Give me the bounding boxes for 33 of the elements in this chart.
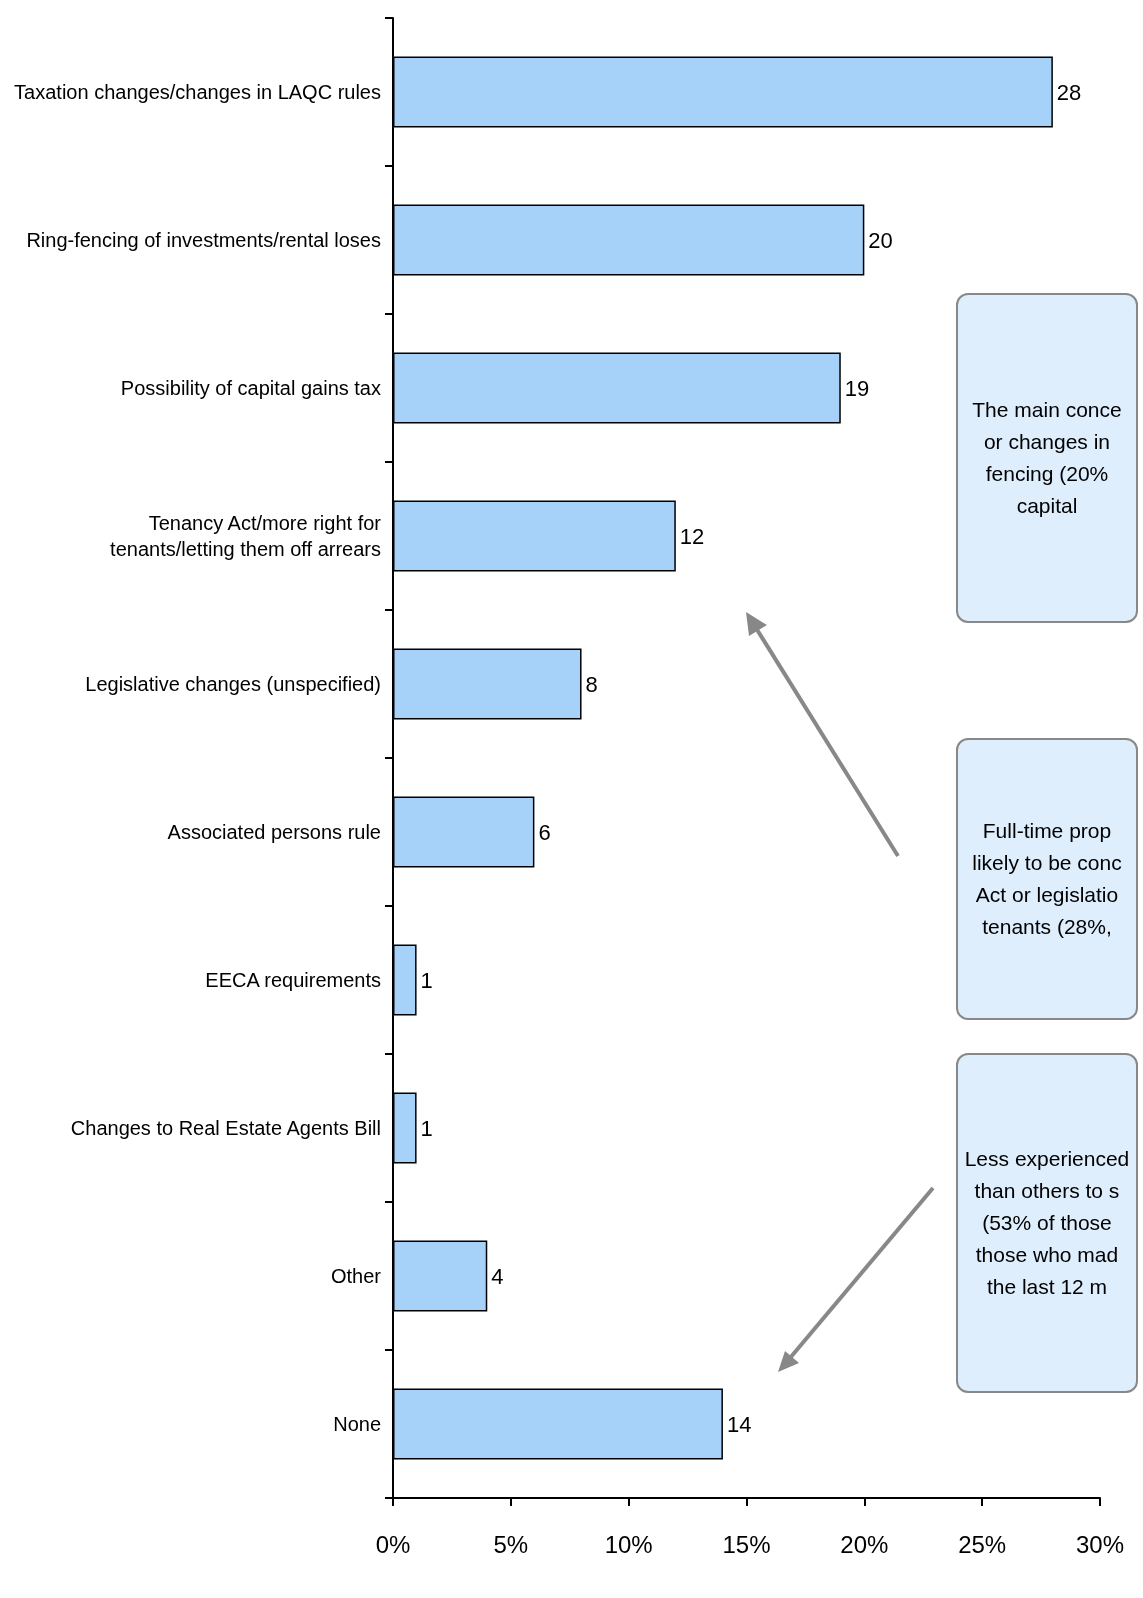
x-tick-label: 5% — [493, 1530, 529, 1558]
x-tick-label: 10% — [604, 1530, 653, 1558]
y-tick-label: Possibility of capital gains tax — [120, 377, 381, 399]
y-tick-label: Taxation changes/changes in LAQC rules — [14, 81, 381, 103]
callout-box: Full-time prop likely to be conc Act or legislatio tenants (28%, — [956, 738, 1138, 1020]
y-tick-label: Changes to Real Estate Agents Bill — [70, 1117, 381, 1139]
data-label: 28 — [1056, 79, 1082, 105]
data-label: 6 — [538, 819, 551, 845]
callout-box: Less experienced than others to s (53% of those those who mad the last 12 m — [956, 1053, 1138, 1393]
y-tick-label: Ring-fencing of investments/rental loses — [26, 229, 381, 251]
x-tick-label: 20% — [840, 1530, 889, 1558]
x-tick-label: 0% — [375, 1530, 411, 1558]
y-tick-label: EECA requirements — [205, 969, 381, 991]
x-tick-label: 15% — [722, 1530, 771, 1558]
data-label: 4 — [491, 1263, 504, 1289]
data-label: 1 — [420, 967, 433, 993]
annotation: Less experienced than others to s (53% of those those who mad the last 12 m — [964, 1146, 1130, 1300]
y-tick-label: Legislative changes (unspecified) — [85, 673, 381, 695]
data-label: 19 — [844, 375, 870, 401]
data-label: 12 — [679, 523, 705, 549]
y-tick-label: Other — [330, 1265, 382, 1287]
annotation: The main conce or changes in fencing (20% capital — [972, 397, 1122, 519]
annotation: Full-time prop likely to be conc Act or legislatio tenants (28%, — [972, 818, 1122, 940]
x-tick-label: 25% — [958, 1530, 1007, 1558]
callout-box: The main conce or changes in fencing (20% capital — [956, 293, 1138, 623]
data-label: 14 — [726, 1411, 752, 1437]
x-tick-label: 30% — [1075, 1530, 1125, 1558]
y-tick-label: None — [333, 1413, 381, 1435]
data-label: 20 — [868, 227, 893, 253]
data-label: 1 — [420, 1115, 433, 1141]
data-label: 8 — [585, 671, 598, 697]
y-tick-label: Associated persons rule — [167, 821, 381, 843]
y-tick-label: Tenancy Act/more right for tenants/letting them off arrears — [110, 512, 382, 560]
